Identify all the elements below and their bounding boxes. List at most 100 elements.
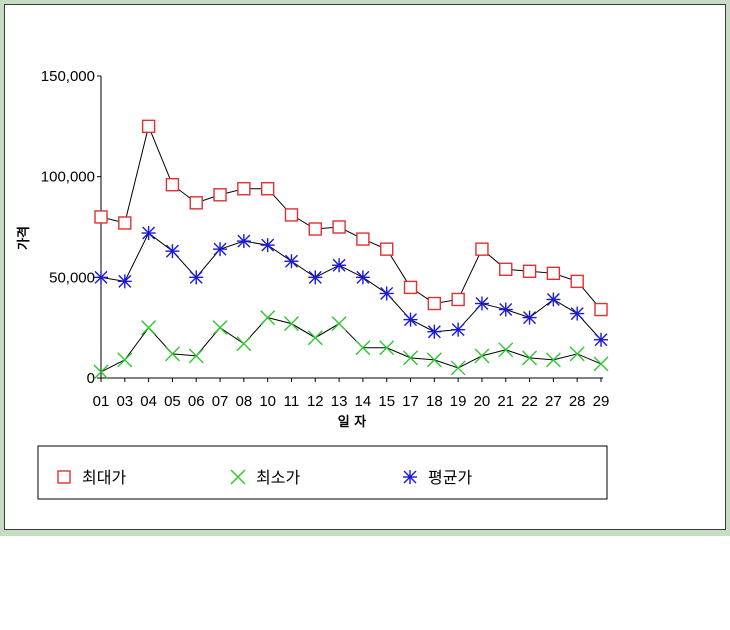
y-tick-label: 150,000 [41,68,95,85]
data-point-max [427,296,442,311]
data-point-avg [355,270,370,285]
x-tick-label: 17 [402,393,419,410]
data-point-min [379,340,395,356]
legend-marker-avg [403,470,417,484]
data-point-max [403,280,418,295]
data-point-min [283,316,299,332]
chart-panel [4,4,726,530]
data-point-min [164,346,180,362]
data-point-max [189,196,203,210]
series-line-max [100,124,602,310]
legend-box [37,445,608,500]
x-tick-label: 20 [474,393,491,410]
x-tick-label: 14 [355,393,372,410]
data-point-avg [189,270,204,285]
x-tick-label: 01 [93,393,110,410]
data-point-max [141,119,156,134]
data-point-avg [403,312,418,327]
data-point-min [522,350,538,366]
data-point-avg [474,296,489,311]
y-axis-title: 가격 [17,226,32,250]
series-avg [94,226,608,347]
data-point-avg [260,238,275,253]
data-point-avg [451,322,466,337]
data-point-min [188,348,204,364]
x-tick-label: 18 [426,393,443,410]
data-point-max [308,222,322,236]
data-point-min [426,352,442,368]
axes [97,75,603,382]
data-point-min [498,342,514,358]
data-point-min [403,350,419,366]
data-point-avg [236,234,251,249]
data-point-min [450,360,466,376]
data-point-min [474,348,490,364]
marker-stroke [593,356,609,372]
data-point-max [165,178,180,192]
marker-stroke [379,340,395,356]
y-tick-label: 50,000 [49,269,95,286]
data-point-max [594,302,608,317]
marker-stroke [355,340,371,356]
data-point-avg [522,310,537,325]
legend-label-min: 최소가 [256,468,300,487]
data-point-min [236,336,252,352]
data-point-min [260,310,276,326]
data-point-min [141,320,157,336]
data-point-avg [284,254,299,269]
legend-item-max: 최대가 [57,468,126,487]
legend: 최대가 최소가 평균가 [37,445,608,500]
data-point-max [380,242,394,256]
data-point-min [569,346,585,362]
data-point-max [570,274,584,289]
marker-stroke [141,320,157,336]
legend-item-avg: 평균가 [403,468,472,487]
series-max [94,119,608,317]
data-point-avg [570,306,585,321]
x-tick-label: 28 [569,393,586,410]
data-point-min [307,330,323,346]
x-tick-label: 27 [545,393,562,410]
data-point-max [522,264,537,278]
legend-marker-min [230,469,246,485]
x-tick-label: 04 [140,393,157,410]
series-line-avg [100,232,602,341]
x-tick-label: 19 [450,393,467,410]
marker-stroke [522,350,538,366]
data-point-max [546,266,561,281]
legend-label-avg: 평균가 [428,468,472,487]
data-point-max [213,188,227,202]
marker-stroke [283,316,299,332]
marker-stroke [569,346,585,362]
marker-stroke [230,469,246,485]
line-chart: 0 50,000 100,000 150,000 01 03 04 05 06 07 08 10 11… [17,68,610,500]
data-point-avg [213,242,228,257]
data-point-avg [94,270,108,285]
x-tick-label: 10 [259,393,276,410]
data-point-max [118,216,132,230]
x-tick-label: 12 [307,393,324,410]
marker-stroke [93,364,109,380]
legend-label-max: 최대가 [82,468,126,487]
marker-stroke [164,346,180,362]
marker-stroke [117,352,133,368]
x-tick-labels: 01 03 04 05 06 07 08 10 11 12 13 14 15 17 18 19 20 21 22 27… [93,393,610,410]
x-tick-label: 03 [116,393,133,410]
data-point-min [593,356,609,372]
y-tick-label: 0 [87,370,95,387]
x-tick-label: 21 [497,393,514,410]
x-tick-label: 06 [188,393,205,410]
y-tick-labels: 0 50,000 100,000 150,000 [41,68,95,387]
data-point-avg [379,286,394,301]
data-point-avg [427,324,442,339]
marker-stroke [212,320,228,336]
marker-stroke [498,342,514,358]
x-tick-label: 05 [164,393,181,410]
data-point-max [499,262,513,276]
data-point-max [475,242,489,256]
data-point-max [260,182,275,196]
data-point-max [356,232,370,246]
marker-stroke [426,352,442,368]
data-point-avg [498,302,513,317]
x-axis-title: 일 자 [338,415,366,430]
